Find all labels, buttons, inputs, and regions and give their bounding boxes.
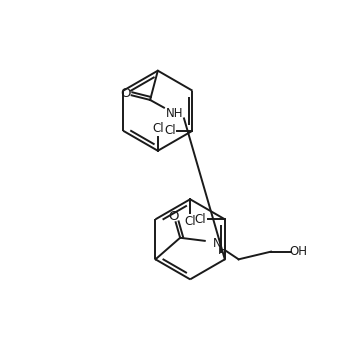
Text: O: O (120, 87, 131, 100)
Text: H: H (218, 243, 227, 257)
Text: Cl: Cl (152, 122, 164, 135)
Text: Cl: Cl (184, 215, 196, 228)
Text: OH: OH (290, 245, 308, 258)
Text: N: N (213, 237, 222, 251)
Text: O: O (169, 210, 179, 223)
Text: NH: NH (166, 107, 183, 120)
Text: Cl: Cl (195, 213, 206, 226)
Text: Cl: Cl (164, 124, 175, 137)
